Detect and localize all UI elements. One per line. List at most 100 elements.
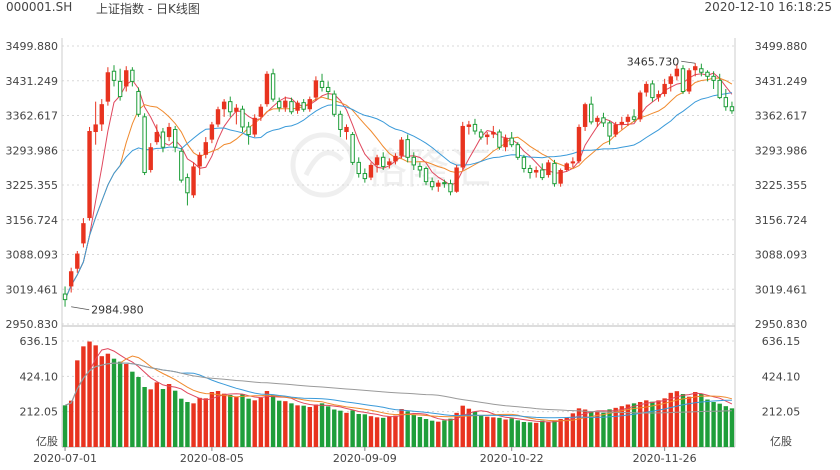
price-tick-label-right: 3019.461 — [755, 283, 808, 296]
candle-body-up — [264, 73, 270, 105]
candle-body-down — [699, 68, 704, 73]
volume-bars — [62, 341, 735, 447]
candle-body-down — [142, 116, 147, 174]
candle-body-down — [515, 144, 521, 158]
volume-bar — [111, 358, 117, 447]
candle-body-up — [81, 223, 86, 244]
volume-bar — [503, 419, 508, 447]
volume-bar — [130, 371, 135, 447]
volume-bar — [387, 416, 392, 447]
date-label: 2020-08-05 — [180, 452, 244, 465]
candle-body-down — [589, 103, 594, 123]
price-tick-label-right: 2950.830 — [755, 318, 808, 331]
candle-body-up — [124, 70, 129, 87]
candle-body-down — [442, 182, 447, 185]
volume-bar — [693, 392, 698, 447]
candle-body-up — [393, 155, 398, 162]
annotation-label-low: 2984.980 — [91, 304, 144, 317]
candle-body-down — [276, 101, 282, 109]
volume-bar — [301, 405, 306, 447]
volume-bar — [215, 391, 221, 447]
volume-bar — [276, 400, 282, 447]
volume-bar — [442, 420, 447, 447]
volume-bar — [405, 411, 410, 447]
volume-bar — [533, 422, 539, 447]
volume-ma10-line — [64, 355, 733, 422]
candle-body-down — [601, 117, 606, 124]
volume-bar — [564, 417, 569, 447]
candle-body-up — [166, 126, 172, 138]
volume-bar — [705, 399, 710, 447]
volume-bar — [429, 420, 435, 447]
volume-bar — [228, 395, 233, 447]
volume-bar — [264, 391, 270, 447]
candle-body-down — [723, 97, 729, 108]
candle-body-up — [215, 109, 221, 125]
candle-body-down — [540, 169, 545, 179]
volume-bar — [374, 417, 380, 447]
volume-bar — [466, 408, 472, 447]
volume-bar — [325, 406, 331, 447]
volume-bar — [81, 346, 86, 447]
chart-title: 上证指数 - 日K线图 — [96, 2, 200, 16]
volume-bar — [399, 409, 404, 447]
volume-bar — [595, 411, 600, 447]
volume-bar — [717, 403, 722, 447]
candle-body-up — [203, 142, 208, 155]
candle-body-down — [62, 293, 68, 301]
volume-bar — [723, 406, 729, 447]
candle-body-up — [613, 124, 618, 135]
volume-bar — [699, 394, 704, 447]
volume-bar — [509, 418, 514, 447]
date-label: 2020-09-09 — [333, 452, 397, 465]
candle-body-up — [75, 253, 80, 269]
candle-body-down — [552, 162, 557, 185]
volume-bar — [411, 415, 416, 447]
candle-body-down — [289, 101, 294, 113]
volume-bar — [68, 400, 74, 447]
candle-body-down — [411, 156, 416, 166]
date-label: 2020-10-22 — [480, 452, 544, 465]
candle-body-down — [423, 167, 429, 183]
volume-bar — [338, 410, 343, 447]
volume-bar — [485, 416, 490, 447]
volume-bar — [650, 401, 655, 447]
candle-body-down — [228, 101, 233, 113]
volume-bar — [546, 422, 551, 447]
candle-body-up — [68, 271, 74, 287]
annotation-leader — [681, 60, 696, 64]
volume-bar — [680, 394, 686, 447]
volume-bar — [166, 384, 172, 447]
volume-bar — [729, 408, 735, 447]
candle-body-up — [546, 162, 551, 176]
volume-bar — [582, 409, 588, 447]
volume-tick-label-left: 424.10 — [20, 370, 59, 383]
candle-body-down — [717, 79, 722, 99]
candle-body-up — [674, 68, 680, 77]
volume-bar — [381, 417, 386, 447]
volume-bar — [613, 407, 618, 447]
volume-bar — [637, 402, 643, 447]
volume-bar — [148, 389, 153, 447]
volume-bar — [711, 402, 716, 447]
price-tick-label-right: 3499.880 — [755, 40, 808, 53]
candle-body-down — [509, 137, 514, 146]
volume-bar — [515, 420, 521, 447]
candle-body-down — [332, 93, 337, 115]
volume-bar — [179, 398, 184, 447]
candle-body-up — [387, 161, 392, 165]
grid — [61, 38, 736, 448]
volume-bar — [478, 415, 484, 447]
volume-bar — [662, 398, 667, 447]
candle-body-down — [246, 126, 251, 136]
price-tick-label-right: 3088.093 — [755, 249, 808, 262]
candle-body-up — [93, 124, 98, 133]
volume-bar — [62, 405, 68, 447]
candle-body-up — [693, 66, 698, 71]
candle-body-up — [234, 107, 239, 112]
volume-tick-label-right: 212.05 — [762, 406, 801, 419]
candle-body-up — [595, 117, 600, 122]
volume-bar — [234, 397, 239, 447]
volume-bar — [350, 410, 355, 447]
price-tick-label-right: 3156.724 — [755, 214, 808, 227]
